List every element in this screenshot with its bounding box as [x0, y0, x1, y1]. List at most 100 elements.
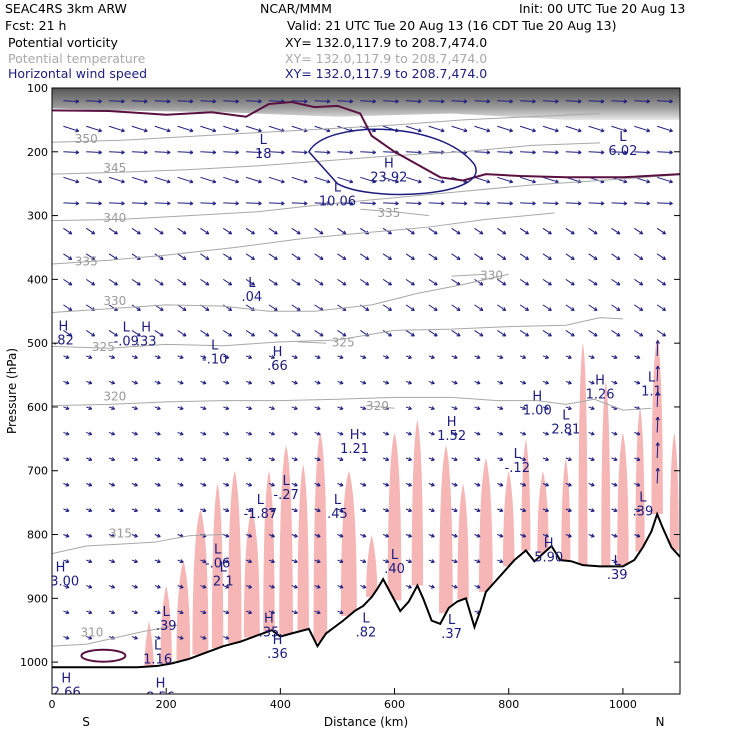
wind-vector-414	[497, 431, 504, 436]
wind-vector-326	[405, 253, 415, 260]
pv-extremum-type: H	[532, 390, 542, 405]
theta-contour-label-6: 340	[103, 211, 126, 225]
wind-vector-484	[588, 355, 595, 360]
wind-vector-468	[565, 406, 572, 411]
pv-fill-plume-7	[263, 470, 275, 632]
wind-vector-206	[268, 329, 278, 337]
wind-vector-483	[588, 329, 598, 337]
wind-vector-63	[108, 584, 116, 589]
wind-vector-190	[245, 457, 253, 462]
pv-surface-contour	[80, 648, 127, 663]
pv-extremum-value: 2.1	[213, 575, 234, 590]
wind-vector-183	[245, 278, 255, 286]
pv-fill-plume-17	[479, 457, 493, 592]
wind-vector-301	[383, 99, 399, 104]
wind-vector-54	[108, 355, 116, 360]
wind-vector-435	[519, 482, 527, 487]
pv-extremum-value: 1.00	[523, 404, 552, 419]
wind-vector-343	[428, 176, 445, 184]
wind-vector-7	[63, 278, 73, 286]
wind-vector-377	[451, 533, 458, 538]
pv-fill-plume-16	[457, 483, 469, 600]
wind-vector-157	[223, 176, 240, 184]
pv-extremum-type: L	[391, 548, 399, 563]
wind-vector-221	[291, 176, 308, 184]
wind-vector-463	[565, 278, 575, 286]
pv-fill-plume-0	[144, 620, 154, 667]
wind-vector-43	[86, 635, 93, 640]
wind-vector-93	[154, 227, 164, 235]
wind-vector-358	[428, 559, 435, 564]
theta-contour-label-2: 320	[103, 390, 126, 404]
pv-fill-plume-19	[521, 438, 531, 551]
wind-vector-193	[245, 533, 253, 538]
wind-vector-511	[634, 99, 650, 104]
pv-extremum-type: H	[141, 321, 151, 336]
wind-vector-144	[200, 406, 207, 411]
wind-vector-38	[86, 508, 93, 513]
wind-vector-486	[588, 406, 595, 411]
wind-vector-408	[497, 278, 507, 286]
theta-contour-label-10: 330	[480, 268, 503, 282]
pv-extremum-type: L	[334, 493, 342, 508]
x-tick-label-3: 600	[384, 698, 405, 711]
wind-vector-413	[497, 406, 504, 411]
wind-vector-167	[223, 431, 230, 436]
field-pv-name: Potential vorticity	[8, 35, 118, 50]
pv-extremum-type: L	[260, 133, 268, 148]
wind-vector-36	[86, 457, 93, 462]
theta-contour-0	[52, 624, 178, 647]
wind-vector-329	[405, 329, 415, 337]
wind-vector-105	[154, 533, 161, 538]
wind-vector-424	[520, 201, 536, 206]
wind-vector-383	[474, 176, 491, 184]
wind-vector-517	[634, 253, 644, 260]
wind-vector-172	[223, 559, 230, 564]
wind-vector-238	[291, 610, 298, 615]
wind-vector-389	[474, 329, 484, 337]
wind-vector-304	[382, 176, 399, 184]
wind-vector-222	[291, 201, 308, 206]
y-axis-label: Pressure (hPa)	[5, 348, 19, 434]
wind-vector-97	[154, 329, 164, 337]
pv-extremum-type: L	[123, 321, 131, 336]
wind-vector-310	[382, 329, 392, 337]
pv-extremum-value: 10.06	[319, 194, 356, 209]
wind-vector-269	[337, 329, 347, 337]
pv-extremum-type: L	[163, 605, 171, 620]
wind-vector-170	[223, 508, 230, 513]
wind-vector-347	[428, 278, 438, 286]
wind-vector-120	[177, 355, 184, 360]
wind-vector-267	[337, 278, 347, 286]
pv-extremum-value: 8.56	[146, 691, 175, 706]
wind-vector-208	[268, 380, 275, 385]
wind-vector-418	[497, 533, 504, 538]
wind-vector-519	[634, 304, 644, 311]
wind-vector-373	[451, 431, 458, 436]
wind-vector-452	[542, 457, 549, 462]
wind-vector-108	[154, 610, 161, 615]
pv-fill-plume-25	[635, 406, 645, 552]
wind-vector-405	[497, 201, 513, 206]
wind-vector-210	[268, 431, 275, 436]
wind-vector-467	[565, 380, 572, 385]
wind-vector-42	[86, 610, 93, 615]
wind-vector-336	[405, 508, 412, 513]
wind-vector-448	[542, 355, 549, 360]
wind-vector-115	[177, 227, 187, 235]
wind-vector-445	[542, 278, 552, 286]
wind-vector-478	[588, 201, 605, 206]
wind-vector-270	[337, 355, 344, 360]
wind-vector-45	[108, 125, 125, 133]
theta-contour-label-1: 315	[109, 527, 132, 541]
wind-vector-225	[291, 278, 301, 286]
wind-vector-465	[565, 329, 575, 337]
wind-vector-111	[177, 125, 194, 133]
pv-extremum-type: L	[362, 612, 370, 627]
wind-vector-117	[177, 278, 187, 286]
wind-vector-501	[611, 329, 621, 337]
wind-vector-312	[382, 380, 390, 385]
wind-vector-250	[314, 380, 321, 385]
wind-vector-327	[405, 278, 415, 286]
pv-extremum-type: L	[282, 474, 290, 489]
